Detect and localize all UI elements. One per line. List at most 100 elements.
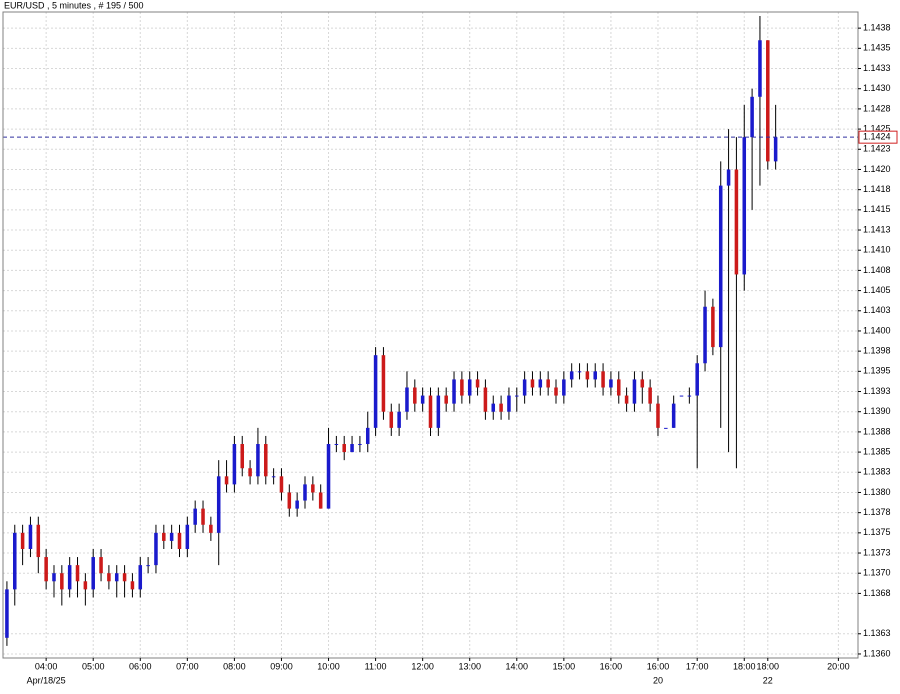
candle-layer [3, 16, 858, 646]
candle-body [452, 379, 456, 404]
candle-body [538, 379, 543, 388]
candle-body [546, 379, 550, 388]
candle-body [522, 379, 527, 396]
y-tick-label: 1.1410 [863, 245, 891, 255]
candle-body [83, 581, 88, 590]
x-tick-label: 16:00 [600, 661, 623, 671]
candle-body [742, 137, 747, 275]
candle-body [687, 395, 692, 397]
x-tick-label: 17:00 [686, 661, 709, 671]
candle-body [287, 492, 292, 509]
y-tick-label: 1.1390 [863, 406, 891, 416]
candle-body [36, 524, 41, 558]
y-tick-label: 1.1423 [863, 144, 891, 154]
y-tick-label: 1.1413 [863, 224, 891, 234]
candle-body [711, 306, 715, 348]
candle-body [326, 444, 331, 509]
candle-body [616, 379, 621, 396]
y-tick-label: 1.1393 [863, 386, 891, 396]
candle-body [632, 379, 637, 404]
candle-body [185, 524, 190, 549]
candle-body [562, 379, 566, 396]
x-tick-label: 10:00 [317, 661, 340, 671]
chart-title: EUR/USD , 5 minutes , # 195 / 500 [4, 0, 144, 10]
x-tick-label: 14:00 [506, 661, 529, 671]
candle-body [499, 403, 503, 412]
plot-frame [2, 11, 859, 659]
candle-body [428, 395, 433, 428]
candle-body [99, 557, 103, 574]
candle-body [342, 444, 346, 453]
y-tick-label: 1.1428 [863, 103, 891, 113]
candle-body [530, 379, 535, 388]
candle-body [444, 395, 448, 404]
candle-body [271, 476, 276, 478]
candle-body [209, 524, 213, 533]
candle-body [766, 40, 770, 162]
x-tick-label: 15:00 [553, 661, 576, 671]
candle-body [656, 403, 660, 428]
candle-body [122, 573, 127, 582]
candle-body [726, 169, 731, 186]
y-tick-label: 1.1370 [863, 568, 891, 578]
candle-body [389, 411, 394, 428]
candle-body [224, 476, 229, 485]
candle-body [609, 379, 613, 388]
candle-body [279, 476, 284, 493]
candle-body [413, 387, 417, 404]
candle-body [648, 387, 652, 404]
candle-body [773, 137, 778, 162]
candle-body [303, 484, 307, 501]
y-tick-label: 1.1383 [863, 467, 891, 477]
date-label: 20 [653, 675, 663, 685]
date-label: Apr/18/25 [27, 675, 66, 685]
y-tick-label: 1.1360 [863, 648, 891, 658]
candle-body [91, 557, 95, 590]
candle-body [334, 444, 339, 446]
candle-body [248, 468, 252, 477]
candle-body [664, 427, 668, 429]
candle-body [460, 379, 464, 396]
candle-body [601, 371, 605, 388]
candle-body [146, 565, 150, 567]
y-tick-label: 1.1368 [863, 588, 891, 598]
candle-body [420, 395, 425, 404]
candle-body [491, 403, 496, 412]
candle-body [13, 532, 17, 590]
candle-body [554, 387, 558, 396]
candle-body [695, 363, 699, 396]
candle-body [138, 565, 143, 590]
candle-body [216, 476, 221, 533]
y-tick-label: 1.1398 [863, 346, 891, 356]
candle-body [311, 484, 315, 493]
candle-body [264, 444, 268, 477]
candle-body [240, 444, 245, 469]
candle-body [44, 557, 48, 582]
candle-body [585, 371, 590, 380]
candle-body [193, 508, 197, 525]
candle-body [569, 371, 574, 380]
x-tick-label: 04:00 [35, 661, 58, 671]
candle-body [130, 581, 135, 590]
x-tick-label: 05:00 [82, 661, 105, 671]
y-tick-label: 1.1408 [863, 265, 891, 275]
candle-body [640, 379, 645, 388]
y-tick-label: 1.1430 [863, 83, 891, 93]
candle-body [20, 532, 25, 549]
candle-body [114, 573, 119, 582]
y-tick-label: 1.1418 [863, 184, 891, 194]
candle-body [67, 565, 72, 590]
y-tick-label: 1.1435 [863, 43, 891, 53]
candle-body [28, 524, 33, 549]
date-label: 22 [763, 675, 773, 685]
candle-body [703, 306, 707, 364]
candle-body [507, 395, 511, 412]
candle-body [318, 492, 323, 509]
candle-body [750, 96, 754, 138]
y-tick-label: 1.1405 [863, 285, 891, 295]
x-tick-label: 07:00 [176, 661, 199, 671]
candle-body [154, 532, 158, 566]
y-tick-label: 1.1380 [863, 487, 891, 497]
